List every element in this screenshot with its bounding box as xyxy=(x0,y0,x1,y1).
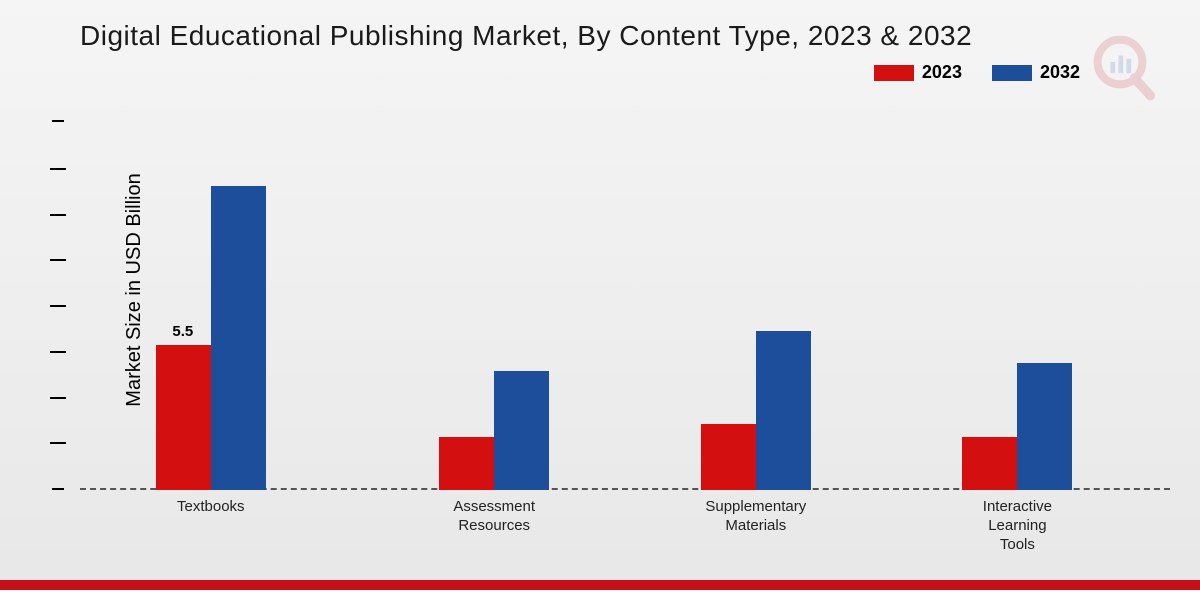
bar-group: 5.5 xyxy=(156,186,266,490)
chart-title: Digital Educational Publishing Market, B… xyxy=(80,20,1170,52)
bar-group xyxy=(701,331,811,490)
y-tick xyxy=(50,351,66,353)
x-axis-label: Textbooks xyxy=(177,498,245,517)
legend-label-2032: 2032 xyxy=(1040,62,1080,83)
bar xyxy=(494,371,549,490)
y-tick xyxy=(50,259,66,261)
legend-item-2032: 2032 xyxy=(992,62,1080,83)
legend-swatch-2023 xyxy=(874,65,914,81)
bar xyxy=(439,437,494,490)
legend: 2023 2032 xyxy=(874,62,1080,83)
y-tick xyxy=(50,214,66,216)
legend-swatch-2032 xyxy=(992,65,1032,81)
y-axis-ticks xyxy=(52,120,64,490)
bar xyxy=(701,424,756,490)
bar: 5.5 xyxy=(156,345,211,490)
bar xyxy=(756,331,811,490)
bar-group xyxy=(439,371,549,490)
bar xyxy=(1017,363,1072,490)
y-tick xyxy=(50,397,66,399)
bar-value-label: 5.5 xyxy=(172,323,193,340)
legend-label-2023: 2023 xyxy=(922,62,962,83)
footer-accent-bar xyxy=(0,580,1200,600)
bar xyxy=(211,186,266,490)
chart-container: Digital Educational Publishing Market, B… xyxy=(0,0,1200,580)
y-tick xyxy=(50,305,66,307)
legend-item-2023: 2023 xyxy=(874,62,962,83)
plot-area: 5.5 xyxy=(80,120,1170,490)
bar-group xyxy=(962,363,1072,490)
watermark-logo xyxy=(1080,30,1160,110)
x-axis-label: AssessmentResources xyxy=(453,498,535,536)
x-axis-label: SupplementaryMaterials xyxy=(705,498,806,536)
y-tick xyxy=(50,442,66,444)
bar xyxy=(962,437,1017,490)
x-axis-label: InteractiveLearningTools xyxy=(983,498,1052,554)
y-tick xyxy=(50,168,66,170)
